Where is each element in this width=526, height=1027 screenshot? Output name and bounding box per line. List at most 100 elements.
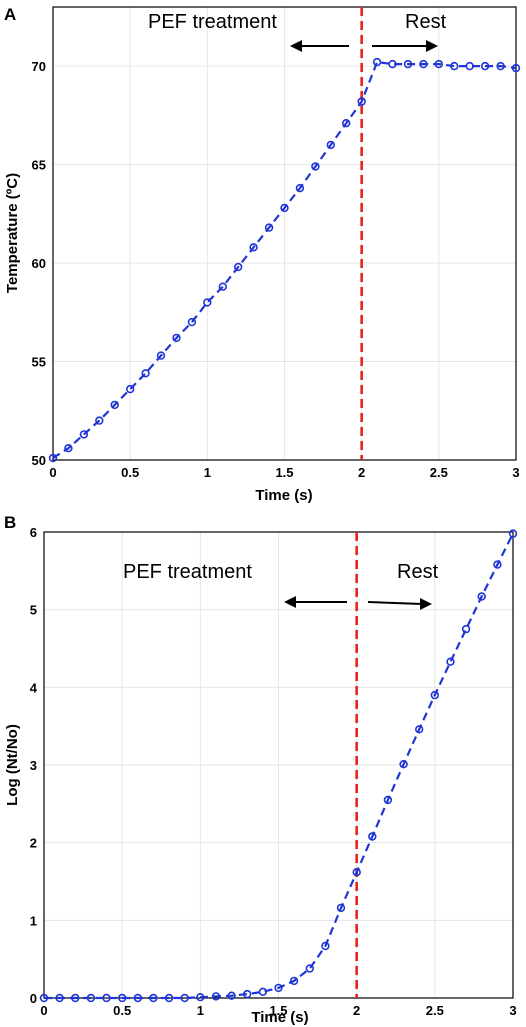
- b-data-point: [305, 964, 314, 973]
- b-data-point: [196, 992, 205, 1002]
- b-data-point: [399, 759, 408, 769]
- a-data-point: [465, 61, 474, 71]
- a-x-tick-label: 0: [49, 465, 56, 480]
- b-data-point: [227, 991, 236, 1000]
- a-data-point: [326, 140, 335, 150]
- panel-a-y-tick-labels: 50 55 60 65 70: [32, 59, 46, 468]
- a-data-point: [496, 61, 505, 71]
- panel-a-x-tick-labels: 0 0.5 1 1.5 2 2.5 3: [49, 465, 519, 480]
- b-data-point: [39, 993, 49, 1003]
- a-data-point: [172, 333, 181, 343]
- a-data-point: [511, 63, 521, 73]
- a-data-point: [311, 162, 320, 171]
- a-y-tick-label: 55: [32, 355, 46, 370]
- panel-a-right-arrow: [372, 40, 438, 52]
- a-y-tick-label: 60: [32, 256, 46, 271]
- a-data-point: [48, 453, 58, 463]
- panel-a-series-points: [48, 57, 521, 463]
- b-data-point: [477, 592, 486, 601]
- a-data-point: [64, 444, 73, 453]
- panel-b-series-line: [44, 533, 514, 1000]
- b-data-point: [383, 795, 393, 805]
- panel-a-left-arrow: [290, 40, 349, 52]
- b-data-point: [243, 989, 252, 999]
- panel-b-right-arrow: [367, 598, 432, 610]
- b-x-tick-label: 1.5: [269, 1003, 287, 1018]
- b-data-point: [430, 690, 439, 700]
- panel-b-y-tick-labels: 0 1 2 3 4 5 6: [30, 525, 38, 1006]
- a-data-point: [187, 317, 197, 327]
- panel-a-y-axis-title: Temperature (ºC): [4, 173, 21, 293]
- b-data-point: [368, 832, 377, 841]
- a-y-tick-label: 70: [32, 59, 46, 74]
- b-y-tick-label: 4: [30, 680, 38, 695]
- b-y-tick-label: 5: [30, 603, 37, 618]
- panel-a-letter: A: [4, 5, 16, 24]
- a-data-point: [357, 97, 366, 106]
- a-data-point: [280, 203, 289, 213]
- a-y-tick-label: 65: [32, 158, 46, 173]
- a-data-point: [419, 59, 428, 69]
- a-data-point: [450, 61, 459, 71]
- panel-b-pef-treatment-label: PEF treatment: [123, 561, 252, 583]
- panel-b-series-points: [39, 529, 518, 1003]
- b-data-point: [180, 993, 189, 1003]
- b-data-point: [55, 993, 64, 1003]
- b-data-point: [86, 993, 96, 1003]
- panel-a-plot-frame: [52, 6, 517, 461]
- b-data-point: [336, 903, 346, 913]
- a-x-tick-label: 1: [204, 465, 211, 480]
- panel-a-pef-treatment-label: PEF treatment: [148, 11, 277, 33]
- b-data-point: [117, 993, 127, 1003]
- panel-a-series-line: [52, 60, 517, 459]
- b-y-tick-label: 1: [30, 913, 37, 928]
- a-x-tick-label: 0.5: [121, 465, 139, 480]
- a-data-point: [295, 184, 305, 193]
- b-x-tick-label: 2: [353, 1003, 360, 1018]
- a-data-point: [434, 59, 443, 69]
- panel-b-x-axis-title: Time (s): [251, 1009, 308, 1026]
- panel-b-left-arrow: [284, 596, 347, 608]
- b-data-point: [461, 624, 471, 634]
- b-data-point: [164, 993, 174, 1003]
- b-x-tick-label: 0.5: [113, 1003, 131, 1018]
- b-data-point: [71, 993, 80, 1003]
- b-y-tick-label: 6: [30, 525, 37, 540]
- a-data-point: [125, 384, 135, 394]
- b-data-point: [446, 657, 455, 666]
- a-data-point: [342, 118, 351, 128]
- b-data-point: [493, 560, 502, 569]
- a-data-point: [264, 223, 274, 232]
- b-y-tick-label: 0: [30, 991, 37, 1006]
- b-x-tick-label: 1: [197, 1003, 204, 1018]
- b-x-tick-label: 0: [40, 1003, 47, 1018]
- panel-b-y-axis-title: Log (Nt/No): [4, 724, 21, 806]
- a-data-point: [372, 57, 382, 67]
- b-data-point: [211, 992, 221, 1001]
- a-data-point: [203, 298, 212, 307]
- a-x-tick-label: 2.5: [430, 465, 448, 480]
- a-data-point: [234, 262, 243, 272]
- a-y-tick-label: 50: [32, 453, 46, 468]
- a-data-point: [249, 243, 258, 252]
- b-data-point: [149, 993, 158, 1003]
- panel-a: A 50 55 60 65 70 0 0.5 1 1.5 2 2.5 3 Temperature (…: [4, 5, 521, 504]
- b-data-point: [321, 941, 330, 951]
- panel-a-x-axis-title: Time (s): [255, 487, 312, 504]
- a-x-tick-label: 1.5: [275, 465, 293, 480]
- panel-b: B 0 1 2 3 4 5 6 0 0.5 1 1.5 2 2.5 3 Log (Nt/No) Time…: [4, 513, 518, 1026]
- a-data-point: [218, 282, 228, 291]
- b-x-tick-label: 3: [509, 1003, 516, 1018]
- a-data-point: [480, 61, 490, 71]
- b-data-point: [274, 983, 283, 993]
- b-data-point: [258, 987, 268, 996]
- a-data-point: [403, 59, 413, 69]
- panel-b-rest-label: Rest: [397, 561, 439, 583]
- b-data-point: [102, 993, 111, 1003]
- a-data-point: [95, 416, 104, 425]
- panel-b-plot-frame: [43, 531, 514, 999]
- a-data-point: [79, 430, 89, 439]
- b-data-point: [352, 867, 361, 877]
- b-data-point: [415, 725, 424, 734]
